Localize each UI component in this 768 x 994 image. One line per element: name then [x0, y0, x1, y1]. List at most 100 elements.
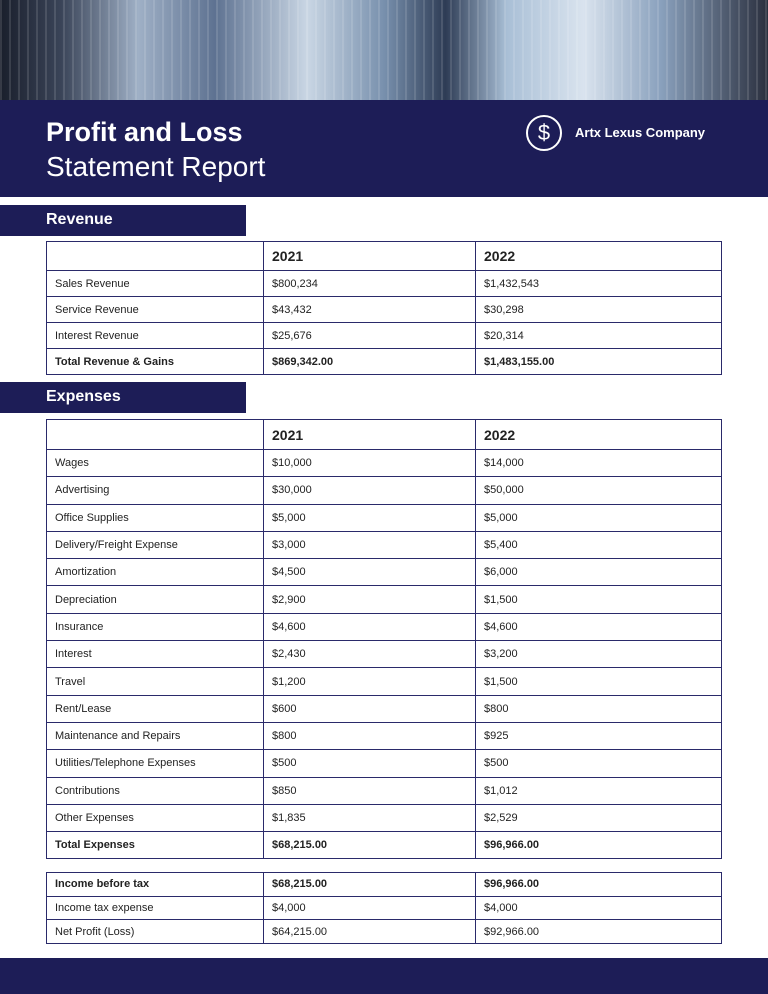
row-value: $600	[263, 694, 476, 723]
row-value: $4,000	[263, 895, 476, 921]
table-row: Interest Revenue $25,676 $20,314	[46, 322, 722, 349]
table-row: Other Expenses $1,835 $2,529	[46, 803, 722, 833]
row-label: Travel	[46, 667, 264, 696]
row-value: $1,200	[263, 667, 476, 696]
row-value: $5,400	[475, 530, 722, 560]
row-value: $5,000	[263, 503, 476, 532]
row-value: $3,200	[475, 640, 722, 669]
row-value: $1,432,543	[475, 270, 722, 297]
row-label: Net Profit (Loss)	[46, 919, 264, 945]
row-value: 2022	[475, 419, 722, 450]
summary-table: Income before tax $68,215.00 $96,966.00 Inc…	[46, 872, 722, 945]
row-value: $96,966.00	[475, 831, 722, 860]
row-label: Contributions	[46, 776, 264, 805]
row-value: $30,298	[475, 296, 722, 323]
table-row: Amortization $4,500 $6,000	[46, 558, 722, 587]
row-label: Service Revenue	[46, 296, 264, 323]
row-label: Insurance	[46, 612, 264, 642]
footer-bar	[0, 958, 768, 994]
page-title: Profit and Loss	[46, 117, 243, 147]
dollar-circle-icon: $	[526, 115, 562, 151]
table-row: Net Profit (Loss) $64,215.00 $92,966.00	[46, 919, 722, 945]
row-value: $800,234	[263, 270, 476, 297]
row-label: Advertising	[46, 476, 264, 505]
row-value: $14,000	[475, 448, 722, 478]
row-label: Utilities/Telephone Expenses	[46, 749, 264, 778]
table-row: Sales Revenue $800,234 $1,432,543	[46, 270, 722, 297]
row-value: $25,676	[263, 322, 476, 349]
expenses-section-label: Expenses	[0, 382, 246, 413]
row-value: $4,600	[263, 612, 476, 642]
table-row: Maintenance and Repairs $800 $925	[46, 721, 722, 751]
row-value: $4,000	[475, 895, 722, 921]
row-label: Amortization	[46, 558, 264, 587]
row-value: $2,529	[475, 803, 722, 833]
row-label: Income tax expense	[46, 895, 264, 921]
row-value: $925	[475, 721, 722, 751]
row-value: $5,000	[475, 503, 722, 532]
table-row: Depreciation $2,900 $1,500	[46, 585, 722, 614]
table-row: Travel $1,200 $1,500	[46, 667, 722, 696]
row-value: $50,000	[475, 476, 722, 505]
table-row: Wages $10,000 $14,000	[46, 448, 722, 478]
row-value: $800	[475, 694, 722, 723]
table-row: Service Revenue $43,432 $30,298	[46, 296, 722, 323]
row-value: $1,012	[475, 776, 722, 805]
row-label: Total Expenses	[46, 831, 264, 860]
row-label: Rent/Lease	[46, 694, 264, 723]
row-label: Delivery/Freight Expense	[46, 530, 264, 560]
table-row: Delivery/Freight Expense $3,000 $5,400	[46, 530, 722, 560]
table-row: Income before tax $68,215.00 $96,966.00	[46, 872, 722, 897]
row-value: $1,500	[475, 585, 722, 614]
row-label: Wages	[46, 448, 264, 478]
row-value: $96,966.00	[475, 872, 722, 897]
row-value: $68,215.00	[263, 872, 476, 897]
table-row: Advertising $30,000 $50,000	[46, 476, 722, 505]
row-label: Depreciation	[46, 585, 264, 614]
row-value: $800	[263, 721, 476, 751]
table-row: Total Expenses $68,215.00 $96,966.00	[46, 831, 722, 860]
row-value: $2,430	[263, 640, 476, 669]
company-name: Artx Lexus Company	[575, 125, 706, 140]
table-row: Interest $2,430 $3,200	[46, 640, 722, 669]
row-label: Income before tax	[46, 872, 264, 897]
table-row: 2021 2022	[46, 419, 722, 450]
row-label: Sales Revenue	[46, 270, 264, 297]
row-value: $869,342.00	[263, 348, 476, 375]
row-value: $10,000	[263, 448, 476, 478]
row-value: $3,000	[263, 530, 476, 560]
table-row: 2021 2022	[46, 241, 722, 271]
table-row: Total Revenue & Gains $869,342.00 $1,483,1…	[46, 348, 722, 375]
row-value: $92,966.00	[475, 919, 722, 945]
row-value: $1,835	[263, 803, 476, 833]
row-value: $64,215.00	[263, 919, 476, 945]
revenue-section-label: Revenue	[0, 205, 246, 236]
row-label: Total Revenue & Gains	[46, 348, 264, 375]
table-row: Contributions $850 $1,012	[46, 776, 722, 805]
row-value: $43,432	[263, 296, 476, 323]
row-value: 2021	[263, 241, 476, 271]
table-row: Utilities/Telephone Expenses $500 $500	[46, 749, 722, 778]
row-label: Other Expenses	[46, 803, 264, 833]
row-value: 2022	[475, 241, 722, 271]
row-value: $68,215.00	[263, 831, 476, 860]
row-value: $4,600	[475, 612, 722, 642]
table-row: Office Supplies $5,000 $5,000	[46, 503, 722, 532]
page-subtitle: Statement Report	[46, 151, 266, 182]
row-label: Interest Revenue	[46, 322, 264, 349]
table-row: Income tax expense $4,000 $4,000	[46, 895, 722, 921]
row-label	[46, 241, 264, 271]
row-value: $1,500	[475, 667, 722, 696]
row-value: $500	[263, 749, 476, 778]
row-value: $30,000	[263, 476, 476, 505]
row-value: 2021	[263, 419, 476, 450]
expenses-table: 2021 2022 Wages $10,000 $14,000 Advertising $3…	[46, 419, 722, 860]
row-label: Office Supplies	[46, 503, 264, 532]
row-label: Interest	[46, 640, 264, 669]
title-banner	[0, 100, 768, 197]
row-value: $20,314	[475, 322, 722, 349]
row-label	[46, 419, 264, 450]
row-value: $850	[263, 776, 476, 805]
row-value: $1,483,155.00	[475, 348, 722, 375]
row-value: $4,500	[263, 558, 476, 587]
